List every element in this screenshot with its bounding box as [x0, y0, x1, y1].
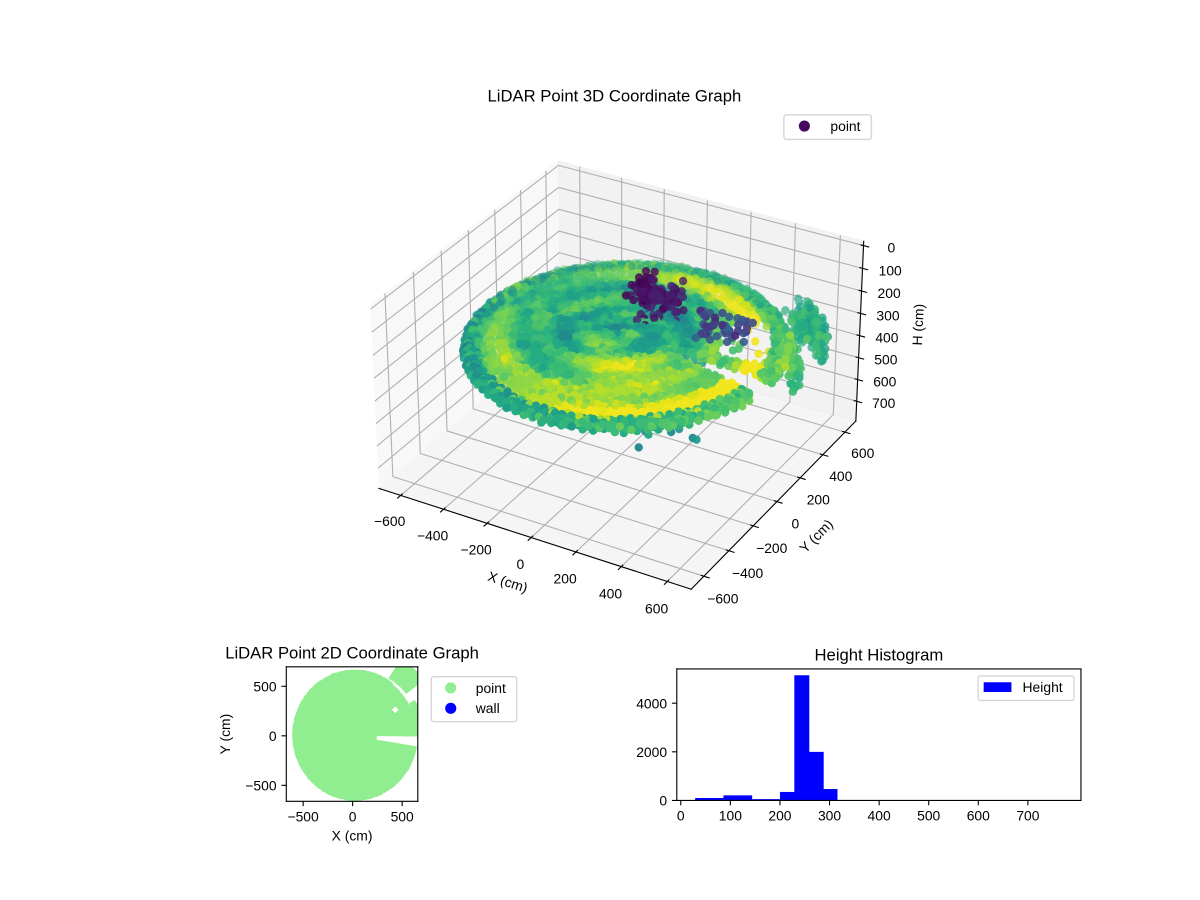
svg-text:0: 0 [269, 728, 277, 744]
svg-text:−600: −600 [374, 513, 406, 529]
svg-text:300: 300 [818, 808, 841, 824]
svg-text:−400: −400 [732, 565, 764, 581]
svg-text:0: 0 [659, 793, 667, 809]
svg-text:0: 0 [887, 240, 895, 256]
svg-text:400: 400 [829, 468, 852, 484]
svg-text:−400: −400 [417, 527, 449, 543]
svg-text:0: 0 [791, 515, 799, 531]
svg-text:LiDAR Point 2D Coordinate Grap: LiDAR Point 2D Coordinate Graph [225, 643, 479, 662]
svg-text:200: 200 [768, 808, 791, 824]
svg-text:200: 200 [807, 491, 830, 507]
svg-text:0: 0 [349, 809, 357, 825]
svg-text:point: point [830, 118, 860, 134]
svg-text:−600: −600 [707, 591, 739, 607]
svg-text:600: 600 [967, 808, 990, 824]
svg-text:600: 600 [851, 445, 874, 461]
svg-text:−500: −500 [287, 809, 319, 825]
svg-text:100: 100 [879, 262, 902, 278]
svg-text:Height: Height [1023, 679, 1063, 695]
svg-text:−200: −200 [756, 540, 788, 556]
svg-text:500: 500 [874, 352, 897, 368]
svg-text:400: 400 [875, 330, 898, 346]
svg-text:200: 200 [878, 285, 901, 301]
svg-text:600: 600 [873, 373, 896, 389]
svg-text:2000: 2000 [636, 744, 667, 760]
svg-text:X (cm): X (cm) [332, 828, 373, 844]
svg-text:Y (cm): Y (cm) [217, 714, 233, 755]
svg-text:−500: −500 [245, 778, 277, 794]
svg-text:400: 400 [868, 808, 891, 824]
svg-text:500: 500 [917, 808, 940, 824]
svg-text:200: 200 [554, 571, 577, 587]
svg-text:600: 600 [645, 600, 668, 616]
svg-text:LiDAR Point 3D Coordinate Grap: LiDAR Point 3D Coordinate Graph [488, 87, 742, 106]
svg-text:500: 500 [391, 809, 414, 825]
svg-text:−200: −200 [461, 541, 493, 557]
svg-text:wall: wall [475, 700, 500, 716]
svg-text:100: 100 [719, 808, 742, 824]
svg-text:4000: 4000 [636, 695, 667, 711]
svg-text:500: 500 [253, 679, 276, 695]
svg-text:H (cm): H (cm) [909, 303, 927, 345]
svg-text:0: 0 [516, 556, 524, 572]
svg-text:0: 0 [677, 808, 685, 824]
svg-text:700: 700 [1016, 808, 1039, 824]
svg-text:300: 300 [876, 307, 899, 323]
svg-text:400: 400 [599, 585, 622, 601]
svg-text:700: 700 [872, 395, 895, 411]
svg-text:Height Histogram: Height Histogram [815, 646, 944, 665]
svg-text:point: point [476, 680, 506, 696]
